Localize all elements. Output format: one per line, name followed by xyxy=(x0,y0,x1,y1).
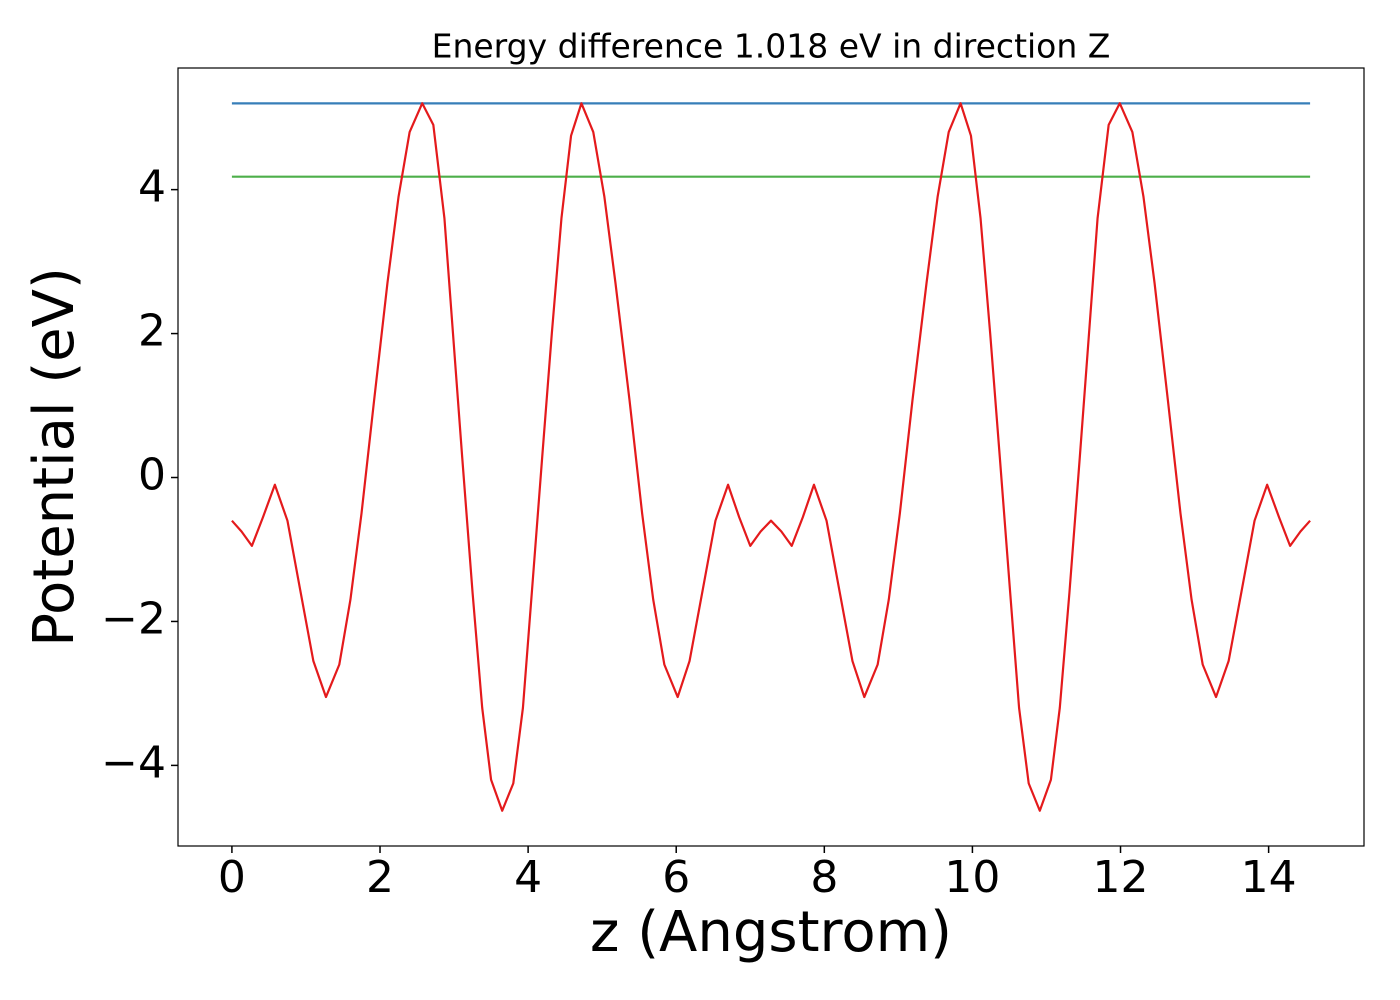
x-tick-label: 8 xyxy=(810,852,838,903)
series-line xyxy=(231,102,1311,812)
y-tick-label: −2 xyxy=(101,593,166,644)
x-tick-label: 4 xyxy=(514,852,542,903)
y-tick-label: −4 xyxy=(101,737,166,788)
chart-title: Energy difference 1.018 eV in direction … xyxy=(432,27,1111,66)
x-tick-label: 2 xyxy=(366,852,394,903)
x-tick-label: 14 xyxy=(1241,852,1297,903)
x-tick-label: 10 xyxy=(944,852,1000,903)
plot-frame xyxy=(177,67,1365,847)
x-tick-label: 0 xyxy=(218,852,246,903)
y-axis-label: Potential (eV) xyxy=(22,267,87,647)
y-tick-label: 0 xyxy=(138,450,166,501)
x-axis-label: z (Angstrom) xyxy=(590,900,952,965)
x-tick-label: 12 xyxy=(1093,852,1149,903)
y-tick-label: 4 xyxy=(138,162,166,213)
x-tick-label: 6 xyxy=(662,852,690,903)
y-tick-label: 2 xyxy=(138,306,166,357)
